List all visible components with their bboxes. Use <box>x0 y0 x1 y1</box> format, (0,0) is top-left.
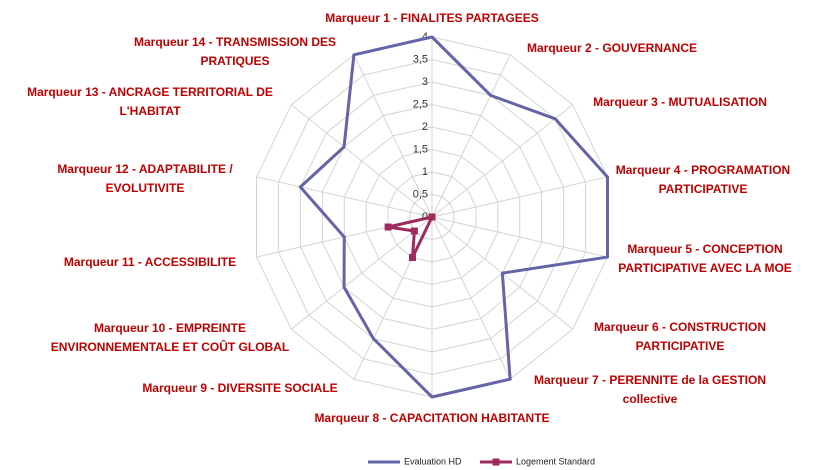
legend-label: Evaluation HD <box>404 456 462 466</box>
axis-label: Marqueur 12 - ADAPTABILITE / EVOLUTIVITE <box>57 162 233 195</box>
r-tick-label: 3,5 <box>413 53 428 65</box>
spoke <box>431 216 511 380</box>
axis-label: Marqueur 1 - FINALITES PARTAGEES <box>325 11 539 25</box>
r-tick-label: 1 <box>422 166 428 178</box>
axis-label: Marqueur 13 - ANCRAGE TERRITORIAL DE L'H… <box>27 85 273 118</box>
point-marker <box>408 254 416 262</box>
spoke <box>431 104 574 218</box>
spoke <box>290 216 433 330</box>
point-marker <box>428 213 436 221</box>
axis-label: Marqueur 5 - CONCEPTION PARTICIPATIVE AV… <box>618 242 792 275</box>
series-line <box>386 215 434 260</box>
point-marker <box>352 53 356 57</box>
axis-label: Marqueur 14 - TRANSMISSION DES PRATIQUES <box>133 35 337 68</box>
point-marker <box>605 175 609 179</box>
spoke <box>431 216 608 258</box>
axis-label: Marqueur 4 - PROGRAMATION PARTICIPATIVE <box>615 163 791 196</box>
point-marker <box>342 235 346 239</box>
axis-label: Marqueur 3 - MUTUALISATION <box>593 95 767 109</box>
point-marker <box>500 271 504 275</box>
axis-label: Marqueur 10 - EMPREINTE ENVIRONNEMENTALE… <box>50 321 290 354</box>
point-marker <box>430 395 434 399</box>
point-marker <box>508 377 512 381</box>
point-marker <box>430 35 434 39</box>
axis-label: Marqueur 7 - PERENNITE de la GESTION col… <box>533 373 767 406</box>
r-tick-label: 0,5 <box>413 188 428 200</box>
spoke <box>290 104 433 218</box>
legend-marker <box>492 458 500 466</box>
point-marker <box>410 227 418 235</box>
axis-label: Marqueur 9 - DIVERSITE SOCIALE <box>142 381 338 395</box>
axis-label: Marqueur 6 - CONSTRUCTION PARTICIPATIVE <box>593 320 766 353</box>
spoke <box>431 54 511 218</box>
spoke <box>256 176 433 218</box>
r-tick-label: 3 <box>422 76 428 88</box>
point-marker <box>553 117 557 121</box>
r-tick-label: 0 <box>422 211 428 223</box>
point-marker <box>342 145 346 149</box>
axis-label: Marqueur 11 - ACCESSIBILITE <box>63 255 237 269</box>
spoke <box>431 176 608 218</box>
spoke <box>353 54 433 218</box>
point-marker <box>342 285 346 289</box>
point-marker <box>384 223 392 231</box>
point-marker <box>298 185 302 189</box>
r-tick-label: 4 <box>422 31 428 43</box>
point-marker <box>371 337 375 341</box>
point-marker <box>605 255 609 259</box>
r-tick-label: 2,5 <box>413 98 428 110</box>
axis-label: Marqueur 8 - CAPACITATION HABITANTE <box>314 411 550 425</box>
r-tick-label: 1,5 <box>413 143 428 155</box>
r-tick-label: 2 <box>422 121 428 133</box>
axis-label: Marqueur 2 - GOUVERNANCE <box>526 41 698 55</box>
point-marker <box>489 93 493 97</box>
legend-label: Logement Standard <box>516 456 595 466</box>
